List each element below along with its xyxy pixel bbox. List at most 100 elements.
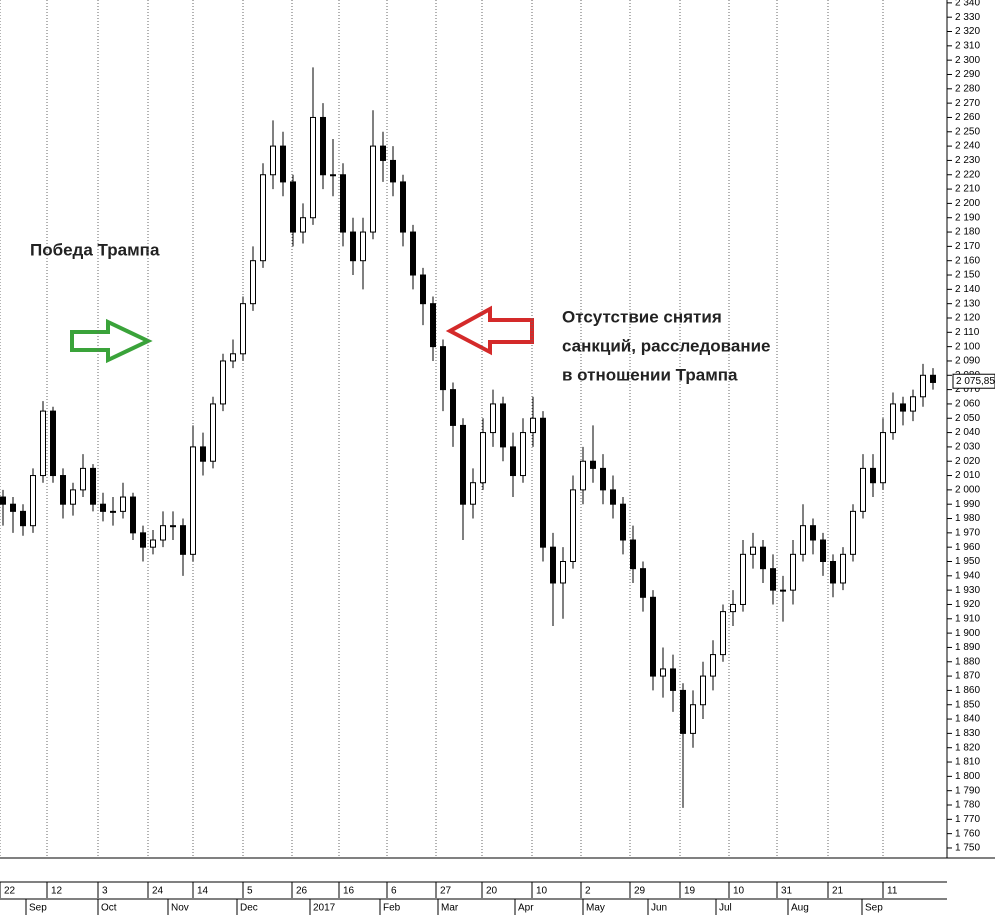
candle-body <box>580 460 586 491</box>
annotation: Победа Трампа <box>30 240 160 259</box>
candle-body <box>70 489 76 505</box>
y-tick-label: 1 790 <box>955 785 980 796</box>
y-tick-label: 2 000 <box>955 485 980 496</box>
y-tick-label: 2 040 <box>955 427 980 438</box>
y-tick-label: 2 130 <box>955 298 980 309</box>
candle-body <box>10 503 16 512</box>
candle-body <box>870 467 876 484</box>
candle-body <box>820 539 826 562</box>
x-tick-label: 22 <box>4 886 16 897</box>
x-tick-label: 6 <box>391 886 397 897</box>
candle-body <box>340 174 346 233</box>
candle-body <box>250 260 256 305</box>
candle-body <box>30 475 36 527</box>
month-label: Oct <box>101 903 117 914</box>
y-tick-label: 1 760 <box>955 828 980 839</box>
candle-body <box>50 410 56 477</box>
y-tick-label: 1 890 <box>955 642 980 653</box>
month-label: Aug <box>791 903 809 914</box>
candle-body <box>230 353 236 362</box>
y-tick-label: 2 250 <box>955 126 980 137</box>
candle-body <box>110 510 116 513</box>
x-tick-label: 3 <box>102 886 108 897</box>
y-tick-label: 1 920 <box>955 599 980 610</box>
candle-body <box>90 467 96 505</box>
y-tick-label: 2 010 <box>955 470 980 481</box>
candle-body <box>380 145 386 161</box>
candle-body <box>260 174 266 262</box>
x-tick-label: 29 <box>634 886 646 897</box>
x-tick-label: 20 <box>486 886 498 897</box>
y-tick-label: 2 170 <box>955 241 980 252</box>
month-label: 2017 <box>313 903 336 914</box>
y-tick-label: 1 880 <box>955 656 980 667</box>
y-tick-label: 2 140 <box>955 284 980 295</box>
month-label: Feb <box>383 903 401 914</box>
candle-body <box>420 274 426 305</box>
candle-body <box>480 432 486 484</box>
y-tick-label: 2 100 <box>955 341 980 352</box>
y-tick-label: 1 960 <box>955 542 980 553</box>
candle-body <box>760 546 766 570</box>
month-label: Nov <box>171 903 189 914</box>
candle-body <box>610 489 616 505</box>
y-tick-label: 1 990 <box>955 499 980 510</box>
y-tick-label: 1 800 <box>955 771 980 782</box>
candle-body <box>740 553 746 605</box>
candle-body <box>430 303 436 348</box>
y-tick-label: 1 840 <box>955 714 980 725</box>
y-tick-label: 2 020 <box>955 456 980 467</box>
candle-body <box>450 389 456 426</box>
y-tick-label: 2 230 <box>955 155 980 166</box>
candle-body <box>130 496 136 534</box>
candle-body <box>690 704 696 734</box>
x-tick-label: 27 <box>440 886 452 897</box>
candle-body <box>350 231 356 262</box>
y-tick-label: 2 280 <box>955 83 980 94</box>
y-tick-label: 1 860 <box>955 685 980 696</box>
candle-body <box>670 668 676 691</box>
y-tick-label: 2 210 <box>955 184 980 195</box>
y-tick-label: 1 980 <box>955 513 980 524</box>
x-tick-label: 31 <box>781 886 793 897</box>
candle-body <box>190 446 196 555</box>
candle-body <box>590 460 596 469</box>
y-tick-label: 2 200 <box>955 198 980 209</box>
candle-body <box>240 303 246 355</box>
x-tick-label: 14 <box>197 886 209 897</box>
y-tick-label: 1 820 <box>955 742 980 753</box>
candle-body <box>520 432 526 477</box>
x-tick-label: 2 <box>585 886 591 897</box>
candle-body <box>160 525 166 541</box>
month-label: Dec <box>240 903 258 914</box>
candle-body <box>930 374 936 383</box>
y-tick-label: 2 110 <box>955 327 980 338</box>
y-tick-label: 2 270 <box>955 98 980 109</box>
month-label: Sep <box>29 903 47 914</box>
x-tick-label: 19 <box>684 886 696 897</box>
candle-body <box>330 174 336 177</box>
y-tick-label: 2 180 <box>955 227 980 238</box>
annotation: санкций, расследование <box>562 336 771 355</box>
y-tick-label: 1 810 <box>955 757 980 768</box>
y-tick-label: 2 310 <box>955 40 980 51</box>
last-price-label: 2 075,85 <box>956 376 995 387</box>
candle-body <box>460 424 466 505</box>
candle-body <box>880 432 886 484</box>
candle-body <box>320 116 326 176</box>
x-tick-label: 16 <box>343 886 355 897</box>
candle-body <box>60 475 66 505</box>
candle-body <box>910 396 916 412</box>
candle-body <box>550 546 556 584</box>
candle-body <box>500 403 506 448</box>
candle-body <box>750 546 756 555</box>
candle-body <box>410 231 416 276</box>
y-tick-label: 1 870 <box>955 671 980 682</box>
candle-body <box>890 403 896 434</box>
red-arrow <box>445 305 534 356</box>
candle-body <box>720 611 726 656</box>
y-tick-label: 1 900 <box>955 628 980 639</box>
